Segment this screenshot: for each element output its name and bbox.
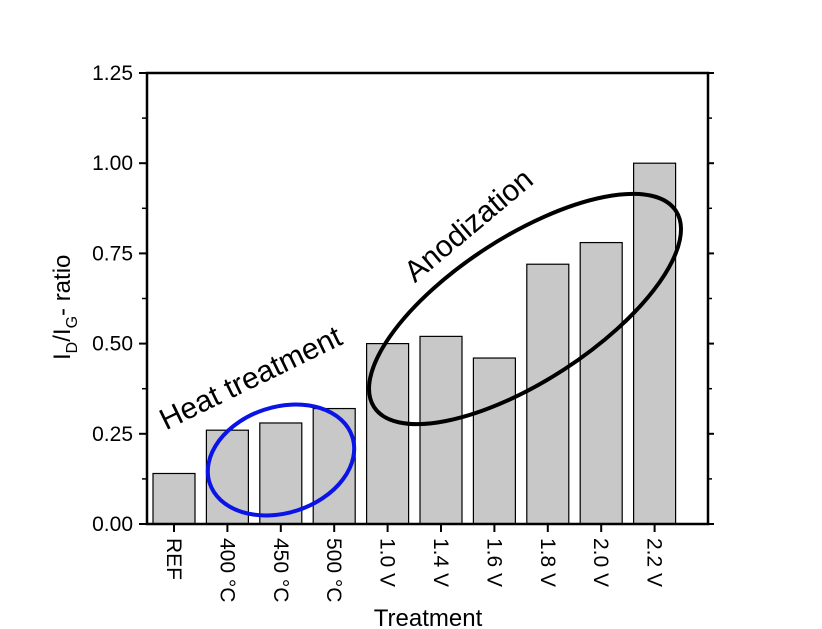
tick-labels: 0.00 0.25 0.50 0.75 1.00 1.25 REF 400 °C 450 °C 5… bbox=[92, 62, 665, 602]
bar-0 bbox=[152, 472, 196, 525]
x-tick-label: REF bbox=[162, 538, 185, 580]
x-tick-label: 450 °C bbox=[269, 538, 292, 602]
y-tick-label: 0.75 bbox=[92, 242, 133, 265]
y-tick-label: 0.50 bbox=[92, 333, 133, 356]
x-tick-label: 400 °C bbox=[215, 538, 238, 602]
anodization-label: Anodization bbox=[398, 163, 539, 289]
bar-5 bbox=[419, 335, 463, 525]
y-tick-label: 0.25 bbox=[92, 423, 133, 446]
y-tick-label: 1.25 bbox=[92, 62, 133, 85]
bar-9 bbox=[632, 162, 677, 525]
heat-treatment-ellipse bbox=[205, 402, 357, 518]
bars bbox=[152, 162, 677, 525]
bar-7 bbox=[526, 263, 570, 525]
bar-6 bbox=[472, 357, 516, 525]
y-tick-label: 1.00 bbox=[92, 152, 133, 175]
bar-8 bbox=[579, 241, 623, 525]
x-tick-label: 1.8 V bbox=[536, 538, 559, 587]
x-tick-label: 1.4 V bbox=[429, 538, 452, 587]
x-tick-label: 1.6 V bbox=[482, 538, 505, 587]
x-tick-label: 2.2 V bbox=[643, 538, 666, 587]
x-axis-title: Treatment bbox=[374, 605, 483, 629]
bar-2 bbox=[259, 422, 303, 525]
axes bbox=[139, 71, 714, 532]
x-tick-label: 500 °C bbox=[322, 538, 345, 602]
y-axis-title: ID/IG- ratio bbox=[49, 255, 81, 360]
anodization-ellipse bbox=[367, 191, 683, 427]
x-tick-label: 1.0 V bbox=[376, 538, 399, 587]
y-tick-label: 0.00 bbox=[92, 513, 133, 536]
x-tick-label: 2.0 V bbox=[589, 538, 612, 587]
